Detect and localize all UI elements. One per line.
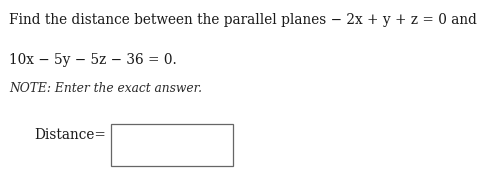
Text: Find the distance between the parallel planes − 2x + y + z = 0 and: Find the distance between the parallel p… [9,13,477,27]
Text: 10x − 5y − 5z − 36 = 0.: 10x − 5y − 5z − 36 = 0. [9,53,177,67]
FancyBboxPatch shape [111,124,233,166]
Text: Distance=: Distance= [35,128,106,142]
Text: NOTE: Enter the exact answer.: NOTE: Enter the exact answer. [9,82,202,95]
